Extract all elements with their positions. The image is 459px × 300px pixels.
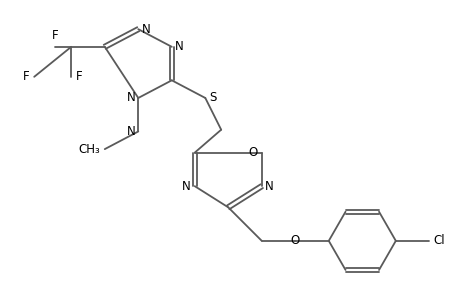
Text: F: F — [52, 28, 59, 41]
Text: N: N — [265, 180, 274, 193]
Text: S: S — [208, 92, 216, 104]
Text: N: N — [141, 23, 150, 36]
Text: O: O — [290, 234, 299, 247]
Text: F: F — [75, 70, 82, 83]
Text: N: N — [175, 40, 184, 53]
Text: CH₃: CH₃ — [78, 142, 100, 156]
Text: N: N — [127, 125, 135, 138]
Text: N: N — [127, 92, 135, 104]
Text: F: F — [23, 70, 30, 83]
Text: O: O — [247, 146, 257, 159]
Text: Cl: Cl — [433, 234, 444, 247]
Text: N: N — [181, 180, 190, 193]
